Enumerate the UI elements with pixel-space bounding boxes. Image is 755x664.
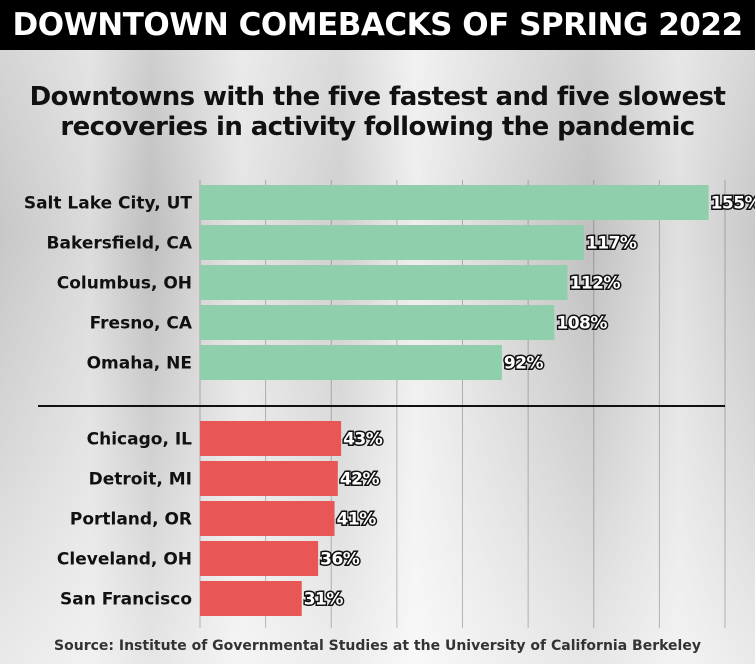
bar <box>200 225 584 260</box>
data-label: 41% <box>337 510 377 530</box>
category-label: Omaha, NE <box>87 354 192 374</box>
bar <box>200 501 335 536</box>
category-label: Columbus, OH <box>57 274 192 294</box>
category-label: Detroit, MI <box>89 470 192 490</box>
page-title: DOWNTOWN COMEBACKS OF SPRING 2022 <box>12 7 743 43</box>
category-label: San Francisco <box>60 590 192 610</box>
data-label: 43% <box>343 430 383 450</box>
category-label: Fresno, CA <box>90 314 193 334</box>
chart-subtitle: Downtowns with the five fastest and five… <box>0 82 755 142</box>
subtitle-line-1: Downtowns with the five fastest and five… <box>29 82 726 112</box>
bar <box>200 581 302 616</box>
data-label: 36% <box>320 550 360 570</box>
bar <box>200 421 342 456</box>
category-label: Chicago, IL <box>87 430 193 450</box>
bar <box>200 265 568 300</box>
data-label: 155% <box>711 194 755 214</box>
category-label: Salt Lake City, UT <box>24 194 193 214</box>
bar <box>200 185 709 220</box>
subtitle-line-2: recoveries in activity following the pan… <box>60 112 695 142</box>
category-label: Bakersfield, CA <box>47 234 193 254</box>
bar <box>200 541 319 576</box>
data-label: 92% <box>504 354 544 374</box>
data-label: 31% <box>304 590 344 610</box>
data-label: 42% <box>340 470 380 490</box>
data-label: 112% <box>570 274 621 294</box>
category-label: Portland, OR <box>70 510 192 530</box>
bar <box>200 461 338 496</box>
source-note: Source: Institute of Governmental Studie… <box>54 638 701 654</box>
bar <box>200 305 555 340</box>
category-label: Cleveland, OH <box>57 550 192 570</box>
header-bar: DOWNTOWN COMEBACKS OF SPRING 2022 <box>0 0 755 50</box>
bar <box>200 345 502 380</box>
data-label: 117% <box>586 234 637 254</box>
data-label: 108% <box>556 314 607 334</box>
